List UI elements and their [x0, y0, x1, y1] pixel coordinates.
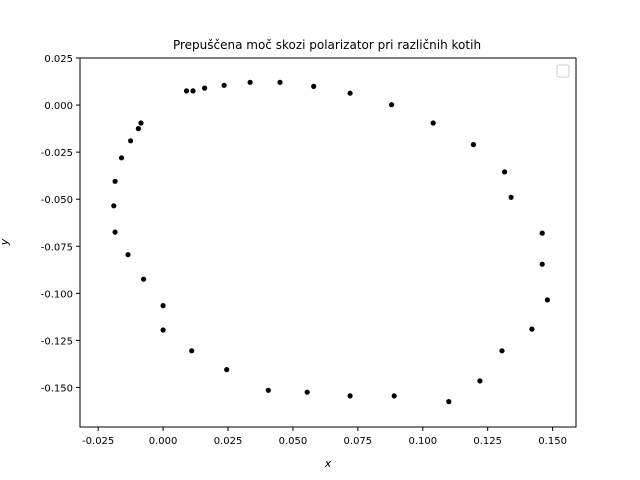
data-point — [539, 230, 545, 236]
x-tick-label: 0.050 — [279, 436, 308, 447]
data-point — [304, 389, 310, 395]
x-tick-label: 0.000 — [149, 436, 178, 447]
data-point — [347, 90, 353, 96]
y-tick-label: 0.000 — [44, 101, 73, 112]
x-tick-label: 0.150 — [538, 436, 567, 447]
x-tick-label: 0.100 — [408, 436, 437, 447]
plot-frame — [79, 57, 577, 428]
data-point — [183, 88, 190, 94]
data-point — [391, 393, 397, 399]
data-point — [499, 348, 505, 354]
data-point — [311, 83, 317, 89]
data-point — [508, 194, 514, 200]
data-point — [529, 326, 535, 332]
data-point — [265, 387, 271, 393]
x-tick-label: 0.025 — [214, 436, 243, 447]
data-point — [430, 120, 436, 126]
data-point — [112, 178, 118, 184]
data-point — [112, 229, 118, 235]
y-tick-label: -0.100 — [41, 289, 73, 300]
y-axis-label: y — [0, 238, 11, 246]
x-tick-label: 0.125 — [473, 436, 502, 447]
data-point — [470, 142, 476, 148]
data-point — [189, 348, 195, 354]
x-tick-label: 0.075 — [344, 436, 373, 447]
data-point — [125, 252, 131, 258]
data-point — [347, 393, 353, 399]
data-point — [160, 303, 166, 309]
legend-box — [556, 64, 570, 78]
y-tick-label: 0.025 — [44, 54, 73, 65]
y-tick-label: -0.150 — [41, 383, 73, 394]
y-tick-label: -0.075 — [41, 242, 73, 253]
data-point — [118, 155, 125, 161]
y-tick-label: -0.025 — [41, 148, 73, 159]
data-point — [247, 79, 253, 85]
data-point — [221, 82, 227, 88]
data-point — [202, 85, 208, 91]
x-axis-ticks: -0.025 0.000 0.025 0.050 0.075 0.100 0.125 0.15… — [82, 427, 567, 447]
data-point — [277, 79, 283, 85]
data-point — [446, 399, 452, 405]
y-axis-ticks: 0.025 0.000 -0.025 -0.050 -0.075 -0.100 -0.125… — [41, 54, 80, 394]
data-point — [111, 203, 117, 209]
y-tick-label: -0.125 — [41, 336, 73, 347]
data-point — [544, 297, 551, 303]
data-point — [224, 367, 230, 373]
data-point — [190, 88, 196, 94]
y-tick-label: -0.050 — [41, 195, 73, 206]
data-point — [141, 276, 147, 282]
chart-title: Prepuščena moč skozi polarizator pri raz… — [173, 38, 481, 52]
data-point — [502, 169, 508, 175]
data-point — [128, 138, 134, 144]
data-point — [138, 120, 144, 126]
x-tick-label: -0.025 — [82, 436, 114, 447]
data-point — [160, 327, 166, 333]
data-point — [477, 378, 483, 384]
data-point — [135, 126, 141, 132]
x-axis-label: x — [324, 457, 332, 470]
data-point — [539, 261, 545, 267]
data-points — [111, 79, 551, 405]
data-point — [389, 102, 395, 108]
